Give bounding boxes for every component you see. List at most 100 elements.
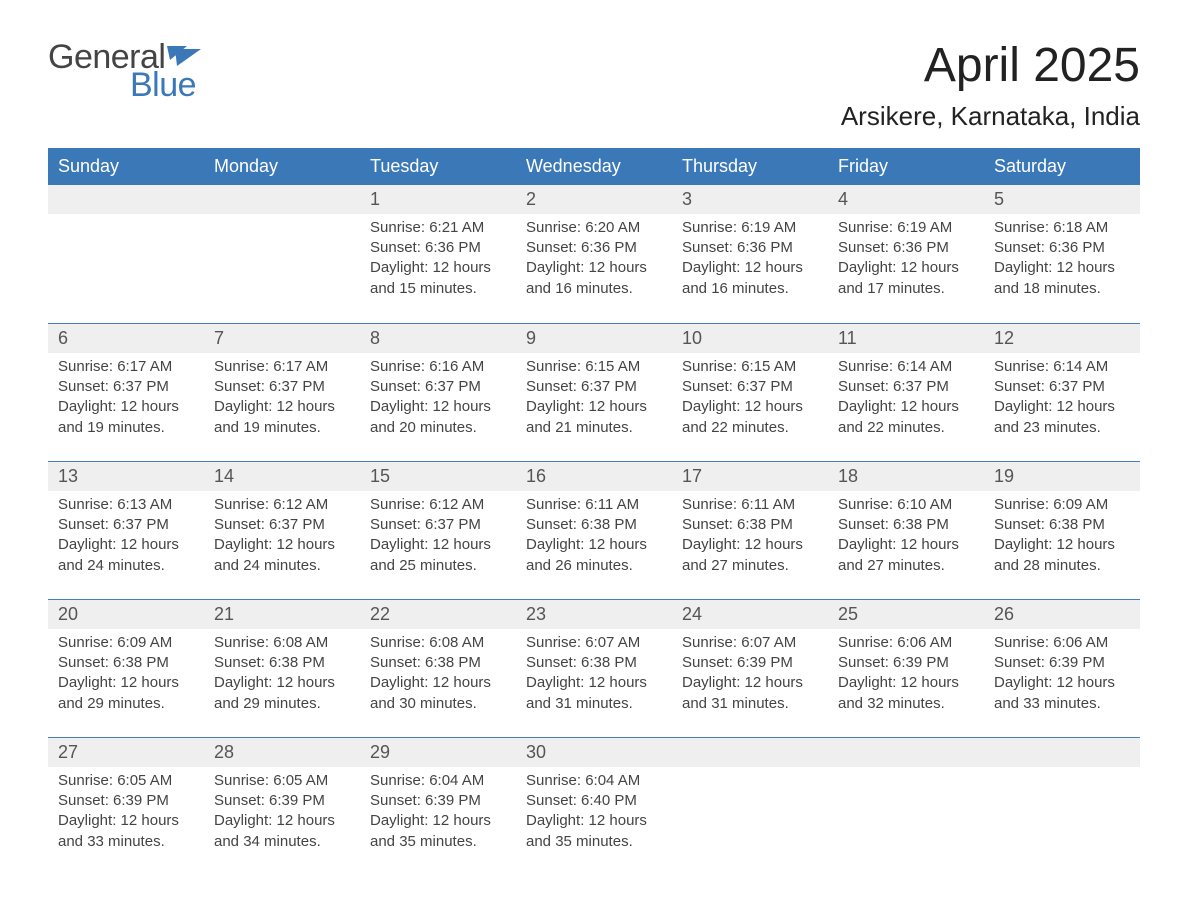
sunset-line: Sunset: 6:39 PM	[58, 791, 194, 811]
daylight-line: Daylight: 12 hours and 35 minutes.	[526, 811, 662, 852]
sunrise-line: Sunrise: 6:09 AM	[58, 633, 194, 653]
calendar-table: SundayMondayTuesdayWednesdayThursdayFrid…	[48, 148, 1140, 875]
calendar-cell	[672, 737, 828, 875]
calendar-cell: 15Sunrise: 6:12 AMSunset: 6:37 PMDayligh…	[360, 461, 516, 599]
calendar-cell: 25Sunrise: 6:06 AMSunset: 6:39 PMDayligh…	[828, 599, 984, 737]
calendar-cell: 20 Sunrise: 6:09 AMSunset: 6:38 PMDayligh…	[48, 599, 204, 737]
daylight-line: Daylight: 12 hours and 24 minutes.	[58, 535, 194, 576]
sunset-line: Sunset: 6:38 PM	[682, 515, 818, 535]
calendar-cell: 8Sunrise: 6:16 AMSunset: 6:37 PMDaylight…	[360, 323, 516, 461]
daylight-line: Daylight: 12 hours and 26 minutes.	[526, 535, 662, 576]
day-details: Sunrise: 6:05 AMSunset: 6:39 PMDaylight:…	[204, 771, 360, 858]
daylight-line: Daylight: 12 hours and 30 minutes.	[370, 673, 506, 714]
dayname-header: Wednesday	[516, 148, 672, 185]
daylight-line: Daylight: 12 hours and 32 minutes.	[838, 673, 974, 714]
day-number-strip: 29	[360, 737, 516, 767]
daylight-line: Daylight: 12 hours and 34 minutes.	[214, 811, 350, 852]
calendar-cell: 19 Sunrise: 6:09 AMSunset: 6:38 PMDayligh…	[984, 461, 1140, 599]
sunrise-line: Sunrise: 6:06 AM	[838, 633, 974, 653]
day-number-strip: 3	[672, 185, 828, 214]
daylight-line: Daylight: 12 hours and 16 minutes.	[682, 258, 818, 299]
sunrise-line: Sunrise: 6:11 AM	[526, 495, 662, 515]
page-header: General Blue April 2025 Arsikere, Karnat…	[48, 40, 1140, 132]
calendar-cell: 5Sunrise: 6:18 AMSunset: 6:36 PMDaylight…	[984, 185, 1140, 323]
sunrise-line: Sunrise: 6:21 AM	[370, 218, 506, 238]
daylight-line: Daylight: 12 hours and 31 minutes.	[526, 673, 662, 714]
sunset-line: Sunset: 6:38 PM	[526, 515, 662, 535]
calendar-week: 27Sunrise: 6:05 AMSunset: 6:39 PMDayligh…	[48, 737, 1140, 875]
daylight-line: Daylight: 12 hours and 33 minutes.	[994, 673, 1130, 714]
sunrise-line: Sunrise: 6:05 AM	[58, 771, 194, 791]
dayname-header: Saturday	[984, 148, 1140, 185]
sunset-line: Sunset: 6:37 PM	[838, 377, 974, 397]
day-details: Sunrise: 6:17 AMSunset: 6:37 PMDaylight:…	[48, 357, 204, 444]
sunrise-line: Sunrise: 6:13 AM	[58, 495, 194, 515]
day-number-strip: 23	[516, 599, 672, 629]
day-number-strip: 7	[204, 323, 360, 353]
daylight-line: Daylight: 12 hours and 29 minutes.	[214, 673, 350, 714]
calendar-cell: 1Sunrise: 6:21 AMSunset: 6:36 PMDaylight…	[360, 185, 516, 323]
daylight-line: Daylight: 12 hours and 23 minutes.	[994, 397, 1130, 438]
sunset-line: Sunset: 6:36 PM	[838, 238, 974, 258]
calendar-cell: 27Sunrise: 6:05 AMSunset: 6:39 PMDayligh…	[48, 737, 204, 875]
location-subtitle: Arsikere, Karnataka, India	[841, 101, 1140, 132]
sunrise-line: Sunrise: 6:14 AM	[838, 357, 974, 377]
sunset-line: Sunset: 6:38 PM	[994, 515, 1130, 535]
daylight-line: Daylight: 12 hours and 27 minutes.	[838, 535, 974, 576]
calendar-cell: 6 Sunrise: 6:17 AMSunset: 6:37 PMDaylight…	[48, 323, 204, 461]
sunset-line: Sunset: 6:37 PM	[58, 377, 194, 397]
calendar-page: General Blue April 2025 Arsikere, Karnat…	[0, 0, 1188, 915]
sunset-line: Sunset: 6:39 PM	[838, 653, 974, 673]
day-number-strip: 27	[48, 737, 204, 767]
sunrise-line: Sunrise: 6:10 AM	[838, 495, 974, 515]
calendar-cell: 21Sunrise: 6:08 AMSunset: 6:38 PMDayligh…	[204, 599, 360, 737]
sunset-line: Sunset: 6:37 PM	[370, 515, 506, 535]
day-details: Sunrise: 6:14 AMSunset: 6:37 PMDaylight:…	[828, 357, 984, 444]
day-details: Sunrise: 6:17 AMSunset: 6:37 PMDaylight:…	[204, 357, 360, 444]
sunset-line: Sunset: 6:39 PM	[214, 791, 350, 811]
sunset-line: Sunset: 6:38 PM	[838, 515, 974, 535]
day-details: Sunrise: 6:19 AMSunset: 6:36 PMDaylight:…	[672, 218, 828, 305]
sunrise-line: Sunrise: 6:07 AM	[682, 633, 818, 653]
day-number-strip	[204, 185, 360, 214]
day-number-strip: 10	[672, 323, 828, 353]
calendar-cell: 16Sunrise: 6:11 AMSunset: 6:38 PMDayligh…	[516, 461, 672, 599]
calendar-cell: 17Sunrise: 6:11 AMSunset: 6:38 PMDayligh…	[672, 461, 828, 599]
day-details: Sunrise: 6:09 AMSunset: 6:38 PMDaylight:…	[48, 633, 204, 720]
sunset-line: Sunset: 6:40 PM	[526, 791, 662, 811]
daylight-line: Daylight: 12 hours and 19 minutes.	[58, 397, 194, 438]
day-details: Sunrise: 6:06 AMSunset: 6:39 PMDaylight:…	[828, 633, 984, 720]
day-details: Sunrise: 6:08 AMSunset: 6:38 PMDaylight:…	[204, 633, 360, 720]
day-details: Sunrise: 6:15 AMSunset: 6:37 PMDaylight:…	[516, 357, 672, 444]
day-number-strip: 2	[516, 185, 672, 214]
calendar-week: 6Sunrise: 6:17 AMSunset: 6:37 PMDaylight…	[48, 323, 1140, 461]
day-number-strip: 20	[48, 599, 204, 629]
sunrise-line: Sunrise: 6:15 AM	[682, 357, 818, 377]
sunset-line: Sunset: 6:37 PM	[58, 515, 194, 535]
day-number-strip: 14	[204, 461, 360, 491]
daylight-line: Daylight: 12 hours and 24 minutes.	[214, 535, 350, 576]
daylight-line: Daylight: 12 hours and 16 minutes.	[526, 258, 662, 299]
day-number-strip: 19	[984, 461, 1140, 491]
calendar-week: 1Sunrise: 6:21 AMSunset: 6:36 PMDaylight…	[48, 185, 1140, 323]
calendar-cell: 4Sunrise: 6:19 AMSunset: 6:36 PMDaylight…	[828, 185, 984, 323]
calendar-cell: 24Sunrise: 6:07 AMSunset: 6:39 PMDayligh…	[672, 599, 828, 737]
day-details: Sunrise: 6:16 AMSunset: 6:37 PMDaylight:…	[360, 357, 516, 444]
calendar-week: 13Sunrise: 6:13 AMSunset: 6:37 PMDayligh…	[48, 461, 1140, 599]
month-title: April 2025	[841, 40, 1140, 93]
day-number-strip: 6	[48, 323, 204, 353]
sunrise-line: Sunrise: 6:08 AM	[214, 633, 350, 653]
day-details: Sunrise: 6:09 AMSunset: 6:38 PMDaylight:…	[984, 495, 1140, 582]
dayname-header: Friday	[828, 148, 984, 185]
sunset-line: Sunset: 6:37 PM	[214, 377, 350, 397]
calendar-cell: 18 Sunrise: 6:10 AMSunset: 6:38 PMDayligh…	[828, 461, 984, 599]
day-number-strip: 18	[828, 461, 984, 491]
sunrise-line: Sunrise: 6:16 AM	[370, 357, 506, 377]
day-details: Sunrise: 6:07 AMSunset: 6:39 PMDaylight:…	[672, 633, 828, 720]
sunrise-line: Sunrise: 6:05 AM	[214, 771, 350, 791]
day-number-strip: 11	[828, 323, 984, 353]
day-details: Sunrise: 6:11 AMSunset: 6:38 PMDaylight:…	[672, 495, 828, 582]
day-number-strip: 12	[984, 323, 1140, 353]
calendar-cell: 28Sunrise: 6:05 AMSunset: 6:39 PMDayligh…	[204, 737, 360, 875]
day-details: Sunrise: 6:19 AMSunset: 6:36 PMDaylight:…	[828, 218, 984, 305]
